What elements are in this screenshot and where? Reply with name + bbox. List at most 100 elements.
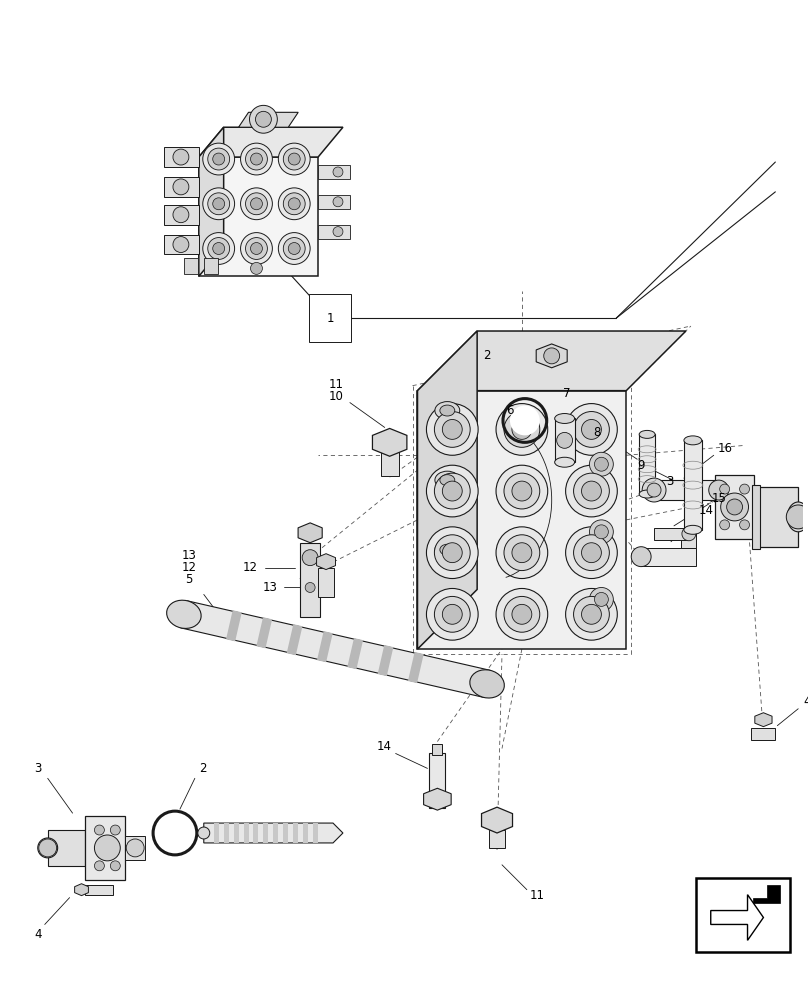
Circle shape bbox=[213, 243, 225, 254]
Circle shape bbox=[95, 825, 104, 835]
Circle shape bbox=[246, 238, 267, 259]
Circle shape bbox=[786, 505, 808, 529]
Ellipse shape bbox=[435, 541, 460, 559]
Bar bbox=[489, 830, 505, 848]
Circle shape bbox=[512, 604, 532, 624]
Polygon shape bbox=[423, 788, 451, 810]
Polygon shape bbox=[86, 816, 125, 880]
Circle shape bbox=[284, 193, 305, 215]
Polygon shape bbox=[377, 645, 393, 676]
Circle shape bbox=[647, 483, 661, 497]
Polygon shape bbox=[199, 127, 343, 157]
Text: 14: 14 bbox=[377, 740, 391, 753]
Circle shape bbox=[557, 432, 573, 448]
Ellipse shape bbox=[554, 414, 574, 423]
Circle shape bbox=[95, 835, 120, 861]
Polygon shape bbox=[318, 568, 334, 597]
Text: 7: 7 bbox=[563, 387, 570, 400]
Circle shape bbox=[435, 412, 470, 447]
Ellipse shape bbox=[166, 600, 201, 628]
Polygon shape bbox=[318, 225, 350, 239]
Polygon shape bbox=[184, 258, 198, 274]
Circle shape bbox=[213, 153, 225, 165]
Bar bbox=[243, 823, 249, 843]
Polygon shape bbox=[684, 440, 702, 530]
Polygon shape bbox=[226, 610, 242, 641]
Circle shape bbox=[442, 481, 462, 501]
Text: 3: 3 bbox=[667, 475, 674, 488]
Text: 2: 2 bbox=[483, 349, 490, 362]
Text: 12: 12 bbox=[181, 561, 196, 574]
Circle shape bbox=[435, 535, 470, 571]
Text: 13: 13 bbox=[182, 549, 196, 562]
Bar bbox=[303, 823, 308, 843]
Ellipse shape bbox=[639, 430, 655, 438]
Polygon shape bbox=[298, 523, 322, 543]
Circle shape bbox=[574, 412, 609, 447]
Circle shape bbox=[160, 818, 190, 848]
Text: 9: 9 bbox=[638, 459, 645, 472]
Circle shape bbox=[427, 465, 478, 517]
Circle shape bbox=[512, 481, 532, 501]
Circle shape bbox=[203, 233, 234, 264]
Ellipse shape bbox=[684, 436, 702, 445]
Circle shape bbox=[631, 547, 651, 567]
Bar bbox=[273, 823, 278, 843]
Ellipse shape bbox=[469, 670, 504, 698]
Circle shape bbox=[642, 478, 666, 502]
Polygon shape bbox=[482, 807, 512, 833]
Polygon shape bbox=[164, 147, 199, 167]
Bar bbox=[254, 823, 259, 843]
Circle shape bbox=[682, 527, 696, 541]
Ellipse shape bbox=[198, 827, 210, 839]
Polygon shape bbox=[74, 884, 88, 896]
Polygon shape bbox=[164, 235, 199, 254]
Circle shape bbox=[595, 592, 608, 606]
Circle shape bbox=[39, 839, 57, 857]
Polygon shape bbox=[429, 753, 445, 808]
Circle shape bbox=[126, 839, 144, 857]
Circle shape bbox=[726, 499, 743, 515]
Polygon shape bbox=[48, 830, 86, 866]
Circle shape bbox=[246, 148, 267, 170]
Circle shape bbox=[288, 153, 301, 165]
Circle shape bbox=[111, 825, 120, 835]
Circle shape bbox=[739, 484, 750, 494]
Polygon shape bbox=[318, 165, 350, 179]
Polygon shape bbox=[199, 157, 318, 276]
Circle shape bbox=[250, 243, 263, 254]
Circle shape bbox=[574, 596, 609, 632]
Ellipse shape bbox=[435, 402, 460, 419]
Text: 2: 2 bbox=[199, 762, 207, 775]
Circle shape bbox=[590, 520, 613, 544]
Text: 11: 11 bbox=[529, 889, 545, 902]
Circle shape bbox=[709, 480, 729, 500]
Circle shape bbox=[595, 457, 608, 471]
Text: 13: 13 bbox=[263, 581, 278, 594]
Text: 14: 14 bbox=[698, 504, 713, 517]
Bar bbox=[293, 823, 298, 843]
Ellipse shape bbox=[684, 525, 702, 534]
Circle shape bbox=[442, 543, 462, 563]
Circle shape bbox=[111, 861, 120, 871]
Circle shape bbox=[333, 167, 343, 177]
Circle shape bbox=[721, 493, 748, 521]
Circle shape bbox=[442, 419, 462, 439]
Circle shape bbox=[250, 105, 277, 133]
Circle shape bbox=[288, 243, 301, 254]
Circle shape bbox=[173, 149, 189, 165]
Circle shape bbox=[241, 188, 272, 220]
Polygon shape bbox=[681, 529, 696, 548]
Circle shape bbox=[173, 179, 189, 195]
Circle shape bbox=[504, 412, 540, 447]
Text: 6: 6 bbox=[506, 404, 514, 417]
Circle shape bbox=[95, 861, 104, 871]
Circle shape bbox=[203, 188, 234, 220]
Circle shape bbox=[241, 233, 272, 264]
Circle shape bbox=[566, 465, 617, 517]
Polygon shape bbox=[754, 885, 781, 903]
Bar bbox=[284, 823, 288, 843]
Circle shape bbox=[582, 604, 601, 624]
Text: 15: 15 bbox=[711, 492, 726, 505]
Circle shape bbox=[288, 198, 301, 210]
